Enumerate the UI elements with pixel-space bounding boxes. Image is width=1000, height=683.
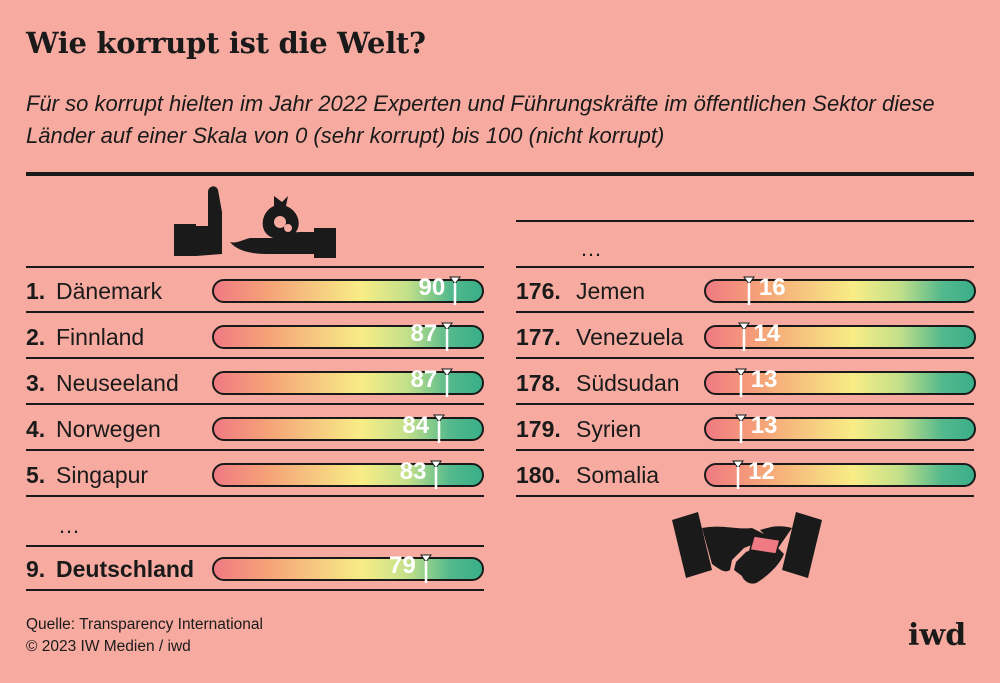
country-label: Dänemark — [56, 278, 163, 304]
score-scale-bar: 90 — [212, 274, 484, 305]
ellipsis-left: … — [58, 513, 80, 538]
score-marker — [433, 414, 446, 443]
row-divider — [516, 311, 974, 313]
ranking-row: 179. Syrien 13 — [516, 412, 976, 444]
source-line: Quelle: Transparency International — [26, 616, 263, 633]
rank-label: 5. — [26, 462, 46, 488]
chart-title: Wie korrupt ist die Welt? — [26, 26, 426, 60]
ranking-row: 176. Jemen 16 — [516, 274, 976, 306]
score-value: 83 — [399, 458, 427, 485]
source-note: Quelle: Transparency International © 202… — [26, 614, 263, 658]
score-marker — [430, 460, 443, 489]
score-marker — [441, 322, 454, 351]
score-scale-bar: 13 — [704, 412, 976, 443]
country-label: Südsudan — [576, 370, 680, 396]
score-scale-bar: 79 — [212, 552, 484, 583]
score-value: 14 — [753, 320, 781, 347]
score-marker — [734, 368, 747, 397]
row-divider — [26, 357, 484, 359]
score-value: 87 — [410, 320, 438, 347]
score-value: 84 — [402, 412, 430, 439]
score-value: 13 — [750, 366, 778, 393]
country-label: Singapur — [56, 462, 149, 488]
row-divider — [26, 403, 484, 405]
chart-subtitle: Für so korrupt hielten im Jahr 2022 Expe… — [26, 91, 935, 148]
ranking-row: 2. Finnland 87 — [26, 320, 486, 352]
ranking-row: 4. Norwegen 84 — [26, 412, 486, 444]
score-marker — [737, 322, 750, 351]
row-divider — [26, 311, 484, 313]
score-scale-bar: 12 — [704, 458, 976, 489]
row-divider — [26, 449, 484, 451]
row-divider — [26, 589, 484, 591]
header-divider — [26, 172, 974, 176]
row-divider — [26, 495, 484, 497]
row-divider — [26, 545, 484, 547]
ranking-row: 178. Südsudan 13 — [516, 366, 976, 398]
score-value: 87 — [410, 366, 438, 393]
ranking-row: 9. Deutschland 79 — [26, 552, 486, 584]
row-divider — [516, 357, 974, 359]
rank-label: 1. — [26, 278, 46, 304]
rank-label: 176. — [516, 278, 561, 304]
row-divider — [516, 220, 974, 222]
country-label: Jemen — [576, 278, 646, 304]
row-divider — [516, 495, 974, 497]
country-label: Syrien — [576, 416, 642, 442]
rank-label: 3. — [26, 370, 46, 396]
score-marker — [734, 414, 747, 443]
score-scale-bar: 14 — [704, 320, 976, 351]
score-value: 12 — [748, 458, 775, 485]
score-scale-bar: 84 — [212, 412, 484, 443]
score-scale-bar: 13 — [704, 366, 976, 397]
rank-label: 178. — [516, 370, 561, 396]
score-marker — [441, 368, 454, 397]
score-marker — [449, 276, 462, 305]
ranking-row: 3. Neuseeland 87 — [26, 366, 486, 398]
country-label: Venezuela — [576, 324, 684, 350]
score-scale-bar: 87 — [212, 320, 484, 351]
country-label: Somalia — [576, 462, 660, 488]
ranking-row: 180. Somalia 12 — [516, 458, 976, 490]
row-divider — [26, 266, 484, 268]
row-divider — [516, 266, 974, 268]
ranking-row: 5. Singapur 83 — [26, 458, 486, 490]
copyright-line: © 2023 IW Medien / iwd — [26, 638, 191, 655]
row-divider — [516, 403, 974, 405]
country-label: Neuseeland — [56, 370, 179, 396]
country-label: Finnland — [56, 324, 145, 350]
rank-label: 180. — [516, 462, 561, 488]
score-marker — [419, 554, 432, 583]
score-marker — [732, 460, 745, 489]
rank-label: 9. — [26, 556, 46, 582]
country-label: Norwegen — [56, 416, 161, 442]
score-value: 13 — [750, 412, 778, 439]
score-value: 90 — [418, 274, 446, 301]
hand-refusing-money-icon — [174, 186, 336, 258]
rank-label: 179. — [516, 416, 561, 442]
handshake-bribe-icon — [672, 512, 822, 584]
rank-label: 2. — [26, 324, 46, 350]
ranking-row: 1. Dänemark 90 — [26, 274, 486, 306]
score-value: 16 — [758, 274, 786, 301]
score-scale-bar: 16 — [704, 274, 976, 305]
row-divider — [516, 449, 974, 451]
score-value: 79 — [389, 552, 416, 579]
iwd-logo: iwd — [908, 618, 967, 653]
ellipsis-right: … — [580, 236, 602, 261]
score-scale-bar: 83 — [212, 458, 484, 489]
ranking-row: 177. Venezuela 14 — [516, 320, 976, 352]
score-marker — [742, 276, 755, 305]
country-label: Deutschland — [56, 556, 195, 582]
score-scale-bar: 87 — [212, 366, 484, 397]
rank-label: 4. — [26, 416, 46, 442]
rank-label: 177. — [516, 324, 561, 350]
